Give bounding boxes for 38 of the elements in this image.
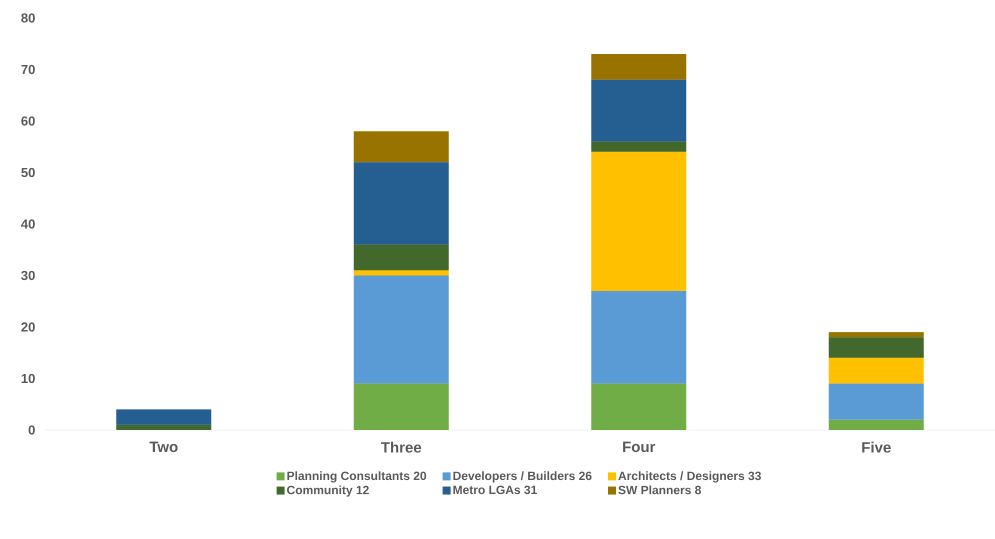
bar bbox=[591, 142, 686, 152]
y-tick-label: 30 bbox=[21, 270, 35, 280]
bar bbox=[828, 358, 924, 384]
y-tick-label: 40 bbox=[21, 219, 35, 229]
bar bbox=[591, 54, 686, 80]
bar bbox=[354, 276, 449, 384]
bar bbox=[354, 131, 449, 162]
bar bbox=[354, 270, 449, 276]
bar bbox=[591, 152, 686, 291]
bar bbox=[828, 384, 924, 420]
bar bbox=[354, 162, 449, 245]
legend-label: Metro LGAs 31 bbox=[453, 486, 537, 494]
y-tick-label: 50 bbox=[21, 168, 35, 178]
legend-label: Developers / Builders 26 bbox=[453, 471, 592, 482]
x-tick-label: Two bbox=[149, 442, 178, 452]
bar bbox=[828, 337, 924, 358]
x-tick-label: Five bbox=[862, 442, 891, 453]
bar bbox=[591, 80, 686, 142]
y-tick-label: 10 bbox=[22, 374, 35, 384]
y-tick-label: 20 bbox=[21, 322, 35, 332]
x-tick-label: Four bbox=[623, 442, 656, 452]
legend-label: Community 12 bbox=[287, 485, 369, 497]
x-tick-label: Three bbox=[381, 442, 422, 453]
legend-label: SW Planners 8 bbox=[618, 485, 701, 494]
y-tick-label: 70 bbox=[21, 64, 35, 74]
legend-label: Architects / Designers 33 bbox=[618, 471, 761, 483]
bar bbox=[591, 384, 686, 430]
y-tick-label: 60 bbox=[21, 116, 35, 126]
bar bbox=[116, 409, 212, 425]
y-tick-label: 0 bbox=[28, 425, 35, 435]
y-tick-label: 80 bbox=[21, 13, 35, 23]
bar bbox=[591, 290, 686, 384]
legend-label: Planning Consultants 20 bbox=[287, 471, 426, 483]
bar bbox=[828, 332, 924, 338]
bar bbox=[354, 244, 449, 270]
bar bbox=[354, 384, 449, 430]
bar bbox=[828, 420, 924, 430]
bar bbox=[116, 424, 212, 430]
